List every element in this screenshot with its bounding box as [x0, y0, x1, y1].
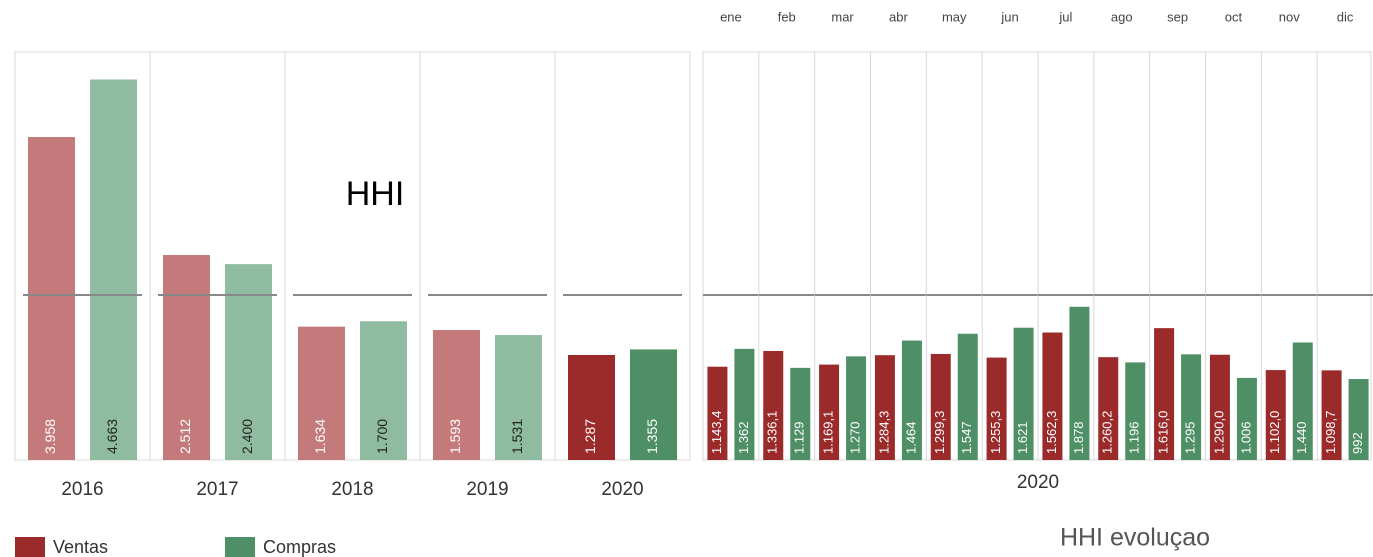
value-label: 1.440: [1294, 421, 1309, 454]
x-tick-label: 2017: [196, 479, 238, 500]
x-tick-label: 2020: [601, 479, 643, 500]
bar: [707, 366, 728, 460]
bar: [495, 335, 542, 460]
value-label: 1.531: [509, 419, 525, 454]
bar: [846, 356, 867, 460]
value-label: 1.593: [447, 419, 463, 454]
bar: [819, 364, 840, 460]
month-label: jun: [1000, 9, 1018, 24]
value-label: 1.336,1: [765, 411, 780, 454]
value-label: 2.400: [239, 419, 255, 454]
annotation: HHI: [346, 175, 405, 213]
x-tick-label: 2016: [61, 479, 103, 500]
month-label: nov: [1279, 9, 1300, 24]
value-label: 3.958: [42, 419, 58, 454]
value-label: 1.700: [374, 419, 390, 454]
month-label: ene: [720, 9, 742, 24]
value-label: 1.878: [1071, 421, 1086, 454]
value-label: 1.362: [736, 421, 751, 454]
bar: [874, 355, 895, 460]
annotation: HHI evoluçao: [1060, 524, 1210, 552]
right-panel-frame: [702, 51, 1372, 461]
value-label: 4.663: [104, 419, 120, 454]
bar: [1013, 327, 1034, 460]
value-label: 1.143,4: [709, 411, 724, 454]
bar: [734, 348, 755, 460]
month-label: mar: [831, 9, 854, 24]
bar: [1181, 354, 1202, 460]
x-axis-label: 2020: [1017, 472, 1059, 493]
value-label: 1.102,0: [1267, 411, 1282, 454]
legend-label: Ventas: [53, 537, 108, 557]
bar: [1321, 370, 1342, 460]
value-label: 1.562,3: [1044, 411, 1059, 454]
month-label: abr: [889, 9, 908, 24]
legend-swatch: [225, 537, 255, 557]
bar: [763, 350, 784, 460]
month-label: oct: [1225, 9, 1243, 24]
bar: [1125, 362, 1146, 460]
legend-swatch: [15, 537, 45, 557]
value-label: 2.512: [177, 419, 193, 454]
value-label: 1.299,3: [932, 411, 947, 454]
bar: [930, 353, 951, 460]
bar: [1042, 332, 1063, 460]
bar: [1265, 370, 1286, 460]
value-label: 1.255,3: [988, 411, 1003, 454]
month-label: may: [942, 9, 967, 24]
value-label: 1.290,0: [1211, 411, 1226, 454]
bar: [1209, 354, 1230, 460]
bar: [163, 255, 210, 460]
x-tick-label: 2018: [331, 479, 373, 500]
month-label: sep: [1167, 9, 1188, 24]
bar: [433, 330, 480, 460]
bar: [568, 354, 615, 460]
value-label: 1.621: [1015, 421, 1030, 454]
value-label: 1.295: [1183, 421, 1198, 454]
bar: [1348, 379, 1369, 460]
bar: [90, 79, 137, 460]
value-label: 1.260,2: [1100, 411, 1115, 454]
value-label: 1.196: [1127, 421, 1142, 454]
bar: [790, 367, 811, 460]
value-label: 1.634: [312, 419, 328, 454]
bar: [957, 333, 978, 460]
value-label: 1.464: [903, 421, 918, 454]
left-panel-frame: [14, 51, 691, 461]
value-label: 1.270: [848, 421, 863, 454]
value-label: 1.547: [959, 421, 974, 454]
x-tick-label: 2019: [466, 479, 508, 500]
value-label: 1.129: [792, 421, 807, 454]
value-label: 1.169,1: [821, 411, 836, 454]
month-label: jul: [1058, 9, 1072, 24]
bar: [630, 349, 677, 460]
value-label: 1.287: [582, 419, 598, 454]
value-label: 1.616,0: [1156, 411, 1171, 454]
bar: [1069, 306, 1090, 460]
bar: [1154, 328, 1175, 460]
bar: [28, 137, 75, 460]
value-label: 1.355: [644, 419, 660, 454]
month-label: dic: [1337, 9, 1354, 24]
value-label: 1.006: [1238, 421, 1253, 454]
value-label: 1.284,3: [876, 411, 891, 454]
month-label: feb: [778, 9, 796, 24]
bar: [1236, 377, 1257, 460]
bar: [360, 321, 407, 460]
bar: [298, 326, 345, 460]
bar: [225, 264, 272, 460]
value-label: 992: [1350, 432, 1365, 454]
bar: [1292, 342, 1313, 460]
bar: [1098, 357, 1119, 460]
legend-label: Compras: [263, 537, 336, 557]
value-label: 1.098,7: [1323, 411, 1338, 454]
month-label: ago: [1111, 9, 1133, 24]
bar: [901, 340, 922, 460]
bar: [986, 357, 1007, 460]
